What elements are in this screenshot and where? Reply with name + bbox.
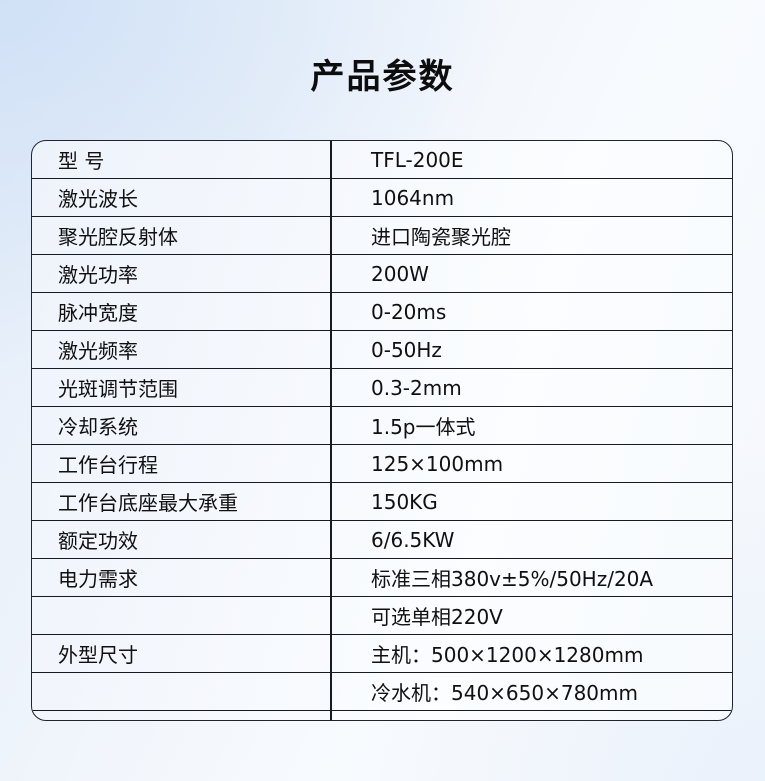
spec-label: 外型尺寸 — [58, 643, 138, 667]
spec-table: 型 号 TFL-200E 激光波长 1064nm 聚光腔反射体 进口陶瓷聚光腔激光功率 20… — [31, 140, 733, 721]
table-row: 冷水机：540×650×780mm — [32, 673, 732, 711]
table-row: 可选单相220V — [32, 597, 732, 635]
spec-value: 0-20ms — [371, 299, 447, 324]
table-row: 额定功效 6/6.5KW — [32, 521, 732, 559]
spec-value: 冷水机：540×650×780mm — [371, 681, 639, 705]
spec-label: 冷却系统 — [58, 415, 138, 439]
spec-label: 型 号 — [58, 149, 105, 173]
spec-label — [32, 597, 330, 634]
spec-value: 进口陶瓷聚光腔 — [371, 225, 511, 249]
table-row: 激光功率 200W — [32, 255, 732, 293]
page-title: 产品参数 — [310, 57, 455, 97]
spec-value: 1.5p一体式 — [371, 415, 476, 439]
spec-value: 标准三相380v±5%/50Hz/20A — [371, 567, 654, 591]
spec-label: 电力需求 — [58, 567, 138, 591]
spec-label: 脉冲宽度 — [58, 301, 138, 325]
spec-value: 可选单相220V — [371, 605, 503, 629]
table-row: 激光波长 1064nm — [32, 179, 732, 217]
spec-value: 0-50Hz — [371, 337, 442, 362]
spec-label: 激光功率 — [58, 263, 138, 287]
spec-value: 1064nm — [371, 185, 455, 210]
table-bottom-spacer — [32, 711, 732, 720]
spec-value: 125×100mm — [371, 451, 504, 476]
spec-label: 激光频率 — [58, 339, 138, 363]
spec-label: 光斑调节范围 — [58, 377, 178, 401]
table-row: 聚光腔反射体 进口陶瓷聚光腔 — [32, 217, 732, 255]
spec-value: TFL-200E — [371, 147, 464, 172]
spec-label: 激光波长 — [58, 187, 138, 211]
table-row: 脉冲宽度 0-20ms — [32, 293, 732, 331]
table-row: 光斑调节范围 0.3-2mm — [32, 369, 732, 407]
spec-label: 工作台底座最大承重 — [58, 491, 238, 515]
spec-value: 主机：500×1200×1280mm — [371, 643, 644, 667]
table-column-divider — [330, 141, 332, 720]
spec-value: 150KG — [371, 489, 438, 514]
spec-label — [32, 673, 330, 710]
spec-label: 工作台行程 — [58, 453, 158, 477]
spec-label: 额定功效 — [58, 529, 138, 553]
table-row: 工作台行程 125×100mm — [32, 445, 732, 483]
table-row: 工作台底座最大承重 150KG — [32, 483, 732, 521]
table-row: 激光频率 0-50Hz — [32, 331, 732, 369]
table-row: 电力需求 标准三相380v±5%/50Hz/20A — [32, 559, 732, 597]
table-row: 冷却系统 1.5p一体式 — [32, 407, 732, 445]
spec-label: 聚光腔反射体 — [58, 225, 178, 249]
spec-value: 200W — [371, 261, 429, 286]
spec-table-body: 型 号 TFL-200E 激光波长 1064nm 聚光腔反射体 进口陶瓷聚光腔激光功率 20… — [32, 141, 732, 720]
table-row: 外型尺寸 主机：500×1200×1280mm — [32, 635, 732, 673]
spec-value: 0.3-2mm — [371, 375, 462, 400]
table-row: 型 号 TFL-200E — [32, 141, 732, 179]
spec-value: 6/6.5KW — [371, 527, 455, 552]
